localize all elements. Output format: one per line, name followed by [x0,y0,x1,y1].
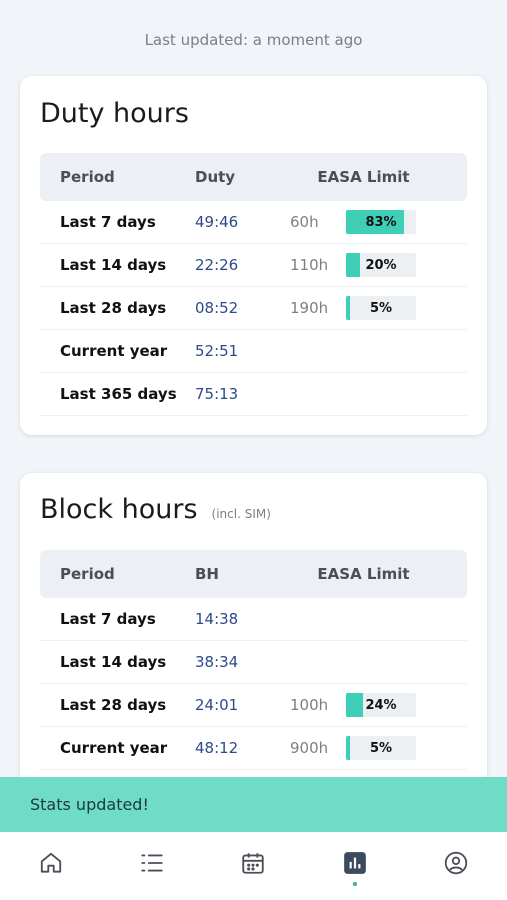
row-period: Last 28 days [60,299,167,317]
limit-progress-bar: 83% [346,210,416,234]
table-row: Last 365 days 75:13 [40,373,467,416]
row-value: 14:38 [195,610,239,628]
table-row: Last 7 days 49:46 60h 83% [40,201,467,244]
tab-home[interactable] [26,850,76,900]
row-limit-cell: 60h 83% [290,210,467,234]
bottom-tab-bar [0,832,507,900]
row-value: 75:13 [195,385,239,403]
table-row: Last 14 days 38:34 [40,641,467,684]
stats-icon [344,852,366,874]
row-limit-cell: 110h 20% [290,253,467,277]
column-header-easa-limit: EASA Limit [317,168,410,186]
row-limit-cell: 190h 5% [290,296,467,320]
row-limit-cell: 100h 24% [290,693,467,717]
profile-icon [445,851,468,875]
limit-progress-fill [346,296,350,320]
duty-hours-card: Duty hours Period Duty EASA Limit Last 7… [20,76,487,435]
row-limit: 60h [290,213,319,231]
row-period: Last 28 days [60,696,167,714]
limit-progress-fill [346,693,363,717]
limit-progress-label: 83% [365,214,397,230]
row-period: Last 7 days [60,213,156,231]
row-limit: 110h [290,256,329,274]
table-row: Current year 52:51 [40,330,467,373]
active-tab-indicator [352,882,357,886]
row-period: Last 7 days [60,610,156,628]
row-period: Last 14 days [60,653,167,671]
row-value: 38:34 [195,653,239,671]
tab-stats[interactable] [330,850,380,900]
row-value: 24:01 [195,696,239,714]
limit-progress-bar: 5% [346,736,416,760]
table-row: Last 28 days 24:01 100h 24% [40,684,467,727]
limit-progress-label: 20% [365,257,397,273]
row-period: Last 14 days [60,256,167,274]
table-row: Last 7 days 14:38 [40,598,467,641]
row-value: 48:12 [195,739,239,757]
column-header-period: Period [60,565,115,583]
row-period: Last 365 days [60,385,177,403]
calendar-icon [242,853,265,874]
tab-list[interactable] [127,850,177,900]
table-header: Period BH EASA Limit [40,550,467,598]
table-row: Last 28 days 08:52 190h 5% [40,287,467,330]
row-limit-cell: 900h 5% [290,736,467,760]
row-value: 22:26 [195,256,239,274]
block-hours-card: Block hours (incl. SIM) Period BH EASA L… [20,473,487,833]
table-row: Current year 48:12 900h 5% [40,727,467,770]
row-period: Current year [60,342,168,360]
table-row: Last 14 days 22:26 110h 20% [40,244,467,287]
column-header-easa-limit: EASA Limit [317,565,410,583]
column-header-duty: Duty [195,168,236,186]
last-updated-text: Last updated: a moment ago [144,31,363,49]
row-period: Current year [60,739,168,757]
limit-progress-bar: 5% [346,296,416,320]
limit-progress-bar: 24% [346,693,416,717]
stats-updated-toast[interactable]: Stats updated! [0,777,507,832]
list-icon [141,854,163,872]
limit-progress-label: 5% [369,300,393,316]
block-hours-subtitle: (incl. SIM) [211,507,271,521]
tab-calendar[interactable] [228,850,278,900]
row-value: 49:46 [195,213,239,231]
limit-progress-fill [346,210,405,234]
table-header: Period Duty EASA Limit [40,153,467,201]
row-value: 08:52 [195,299,239,317]
limit-progress-fill [346,253,360,277]
row-limit: 900h [290,739,329,757]
tab-profile[interactable] [431,850,481,900]
block-hours-title: Block hours (incl. SIM) [40,494,271,525]
column-header-bh: BH [195,565,219,583]
limit-progress-bar: 20% [346,253,416,277]
limit-progress-label: 24% [365,697,397,713]
duty-hours-title: Duty hours [40,98,189,129]
limit-progress-label: 5% [369,740,393,756]
toast-message: Stats updated! [30,795,149,814]
row-limit: 100h [290,696,329,714]
home-icon [40,852,61,873]
block-hours-table: Period BH EASA Limit Last 7 days 14:38 Las… [40,550,467,770]
duty-hours-table: Period Duty EASA Limit Last 7 days 49:46 6… [40,153,467,416]
column-header-period: Period [60,168,115,186]
limit-progress-fill [346,736,350,760]
row-value: 52:51 [195,342,239,360]
row-limit: 190h [290,299,329,317]
